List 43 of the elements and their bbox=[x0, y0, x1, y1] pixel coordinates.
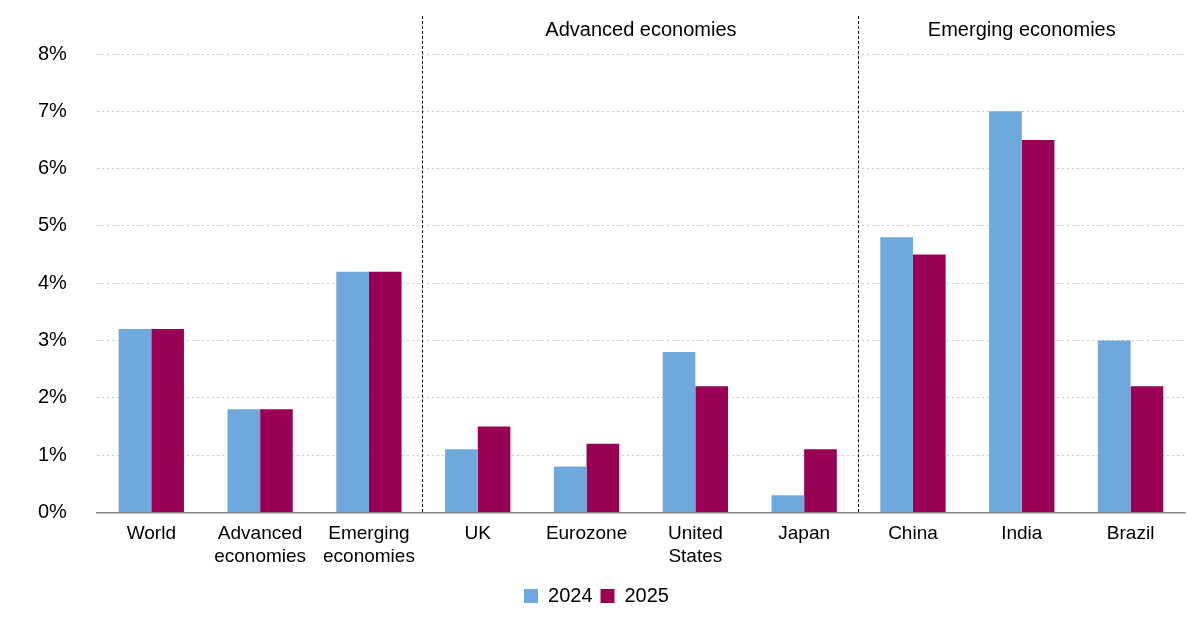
x-tick-label: Japan bbox=[778, 522, 831, 544]
text: Emerging economies bbox=[927, 17, 1116, 40]
bar bbox=[771, 495, 805, 512]
x-tick-label: Advanced economies bbox=[214, 522, 307, 566]
bar bbox=[445, 449, 478, 512]
bar bbox=[368, 271, 402, 512]
x-tick-label: Brazil bbox=[1106, 522, 1155, 544]
bar bbox=[912, 254, 946, 512]
bar bbox=[260, 409, 293, 512]
bar bbox=[1097, 340, 1131, 512]
bar bbox=[695, 386, 728, 512]
bar bbox=[586, 443, 620, 512]
text: Advanced economies bbox=[545, 17, 737, 40]
bar bbox=[804, 449, 837, 512]
x-tick-label: World bbox=[126, 522, 176, 544]
bar bbox=[1130, 386, 1164, 512]
bar bbox=[477, 426, 511, 512]
legend-label: 2024 bbox=[548, 583, 593, 606]
y-tick-label: 0% bbox=[38, 499, 68, 522]
bar bbox=[989, 111, 1022, 512]
x-tick-label: China bbox=[888, 522, 939, 544]
y-tick-label: 7% bbox=[38, 98, 68, 121]
y-tick-label: 4% bbox=[38, 270, 68, 293]
bar bbox=[151, 329, 184, 512]
bar bbox=[662, 351, 696, 512]
bar bbox=[880, 237, 913, 512]
bar bbox=[118, 329, 152, 512]
legend-label: 2025 bbox=[624, 583, 669, 606]
y-tick-label: 5% bbox=[38, 213, 68, 236]
bar bbox=[1021, 139, 1055, 512]
bar bbox=[336, 271, 369, 512]
y-tick-label: 8% bbox=[38, 41, 68, 64]
x-tick-label: Emerging economies bbox=[322, 522, 415, 566]
y-tick-label: 3% bbox=[38, 328, 68, 351]
x-tick-label: India bbox=[1001, 522, 1043, 544]
bar bbox=[227, 409, 261, 512]
y-tick-label: 1% bbox=[38, 442, 68, 465]
x-tick-label: Eurozone bbox=[545, 522, 628, 544]
x-tick-label: UK bbox=[464, 522, 492, 544]
x-tick-label: United States bbox=[667, 522, 723, 566]
bar bbox=[553, 466, 587, 512]
y-tick-label: 6% bbox=[38, 156, 68, 179]
y-tick-label: 2% bbox=[38, 385, 68, 408]
